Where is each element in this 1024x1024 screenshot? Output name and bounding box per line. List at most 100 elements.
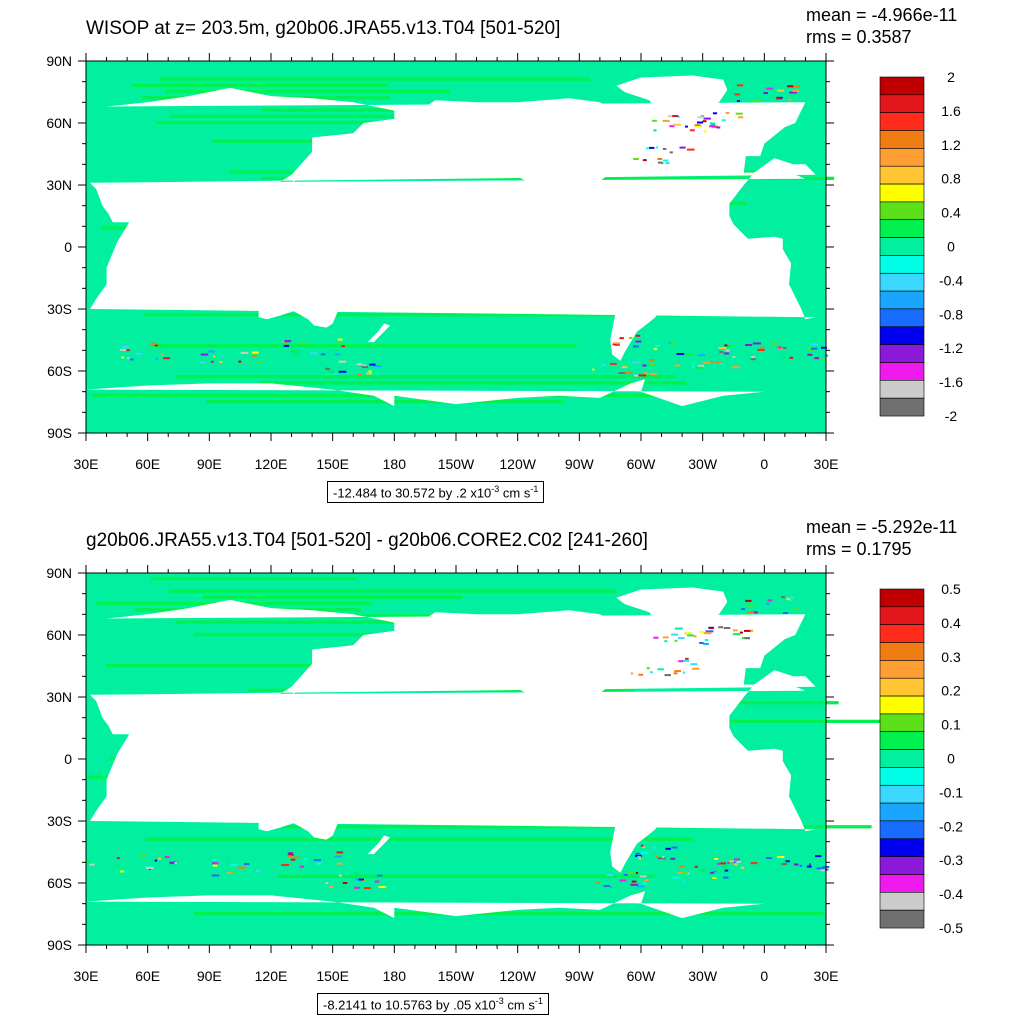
speckle bbox=[739, 631, 743, 634]
speckle bbox=[790, 598, 795, 601]
colorbar-label: 1.6 bbox=[941, 103, 961, 119]
colorbar-label: -2 bbox=[945, 408, 958, 424]
speckle bbox=[354, 886, 360, 889]
speckle bbox=[807, 348, 815, 351]
speckle bbox=[700, 115, 705, 118]
speckle bbox=[299, 865, 305, 868]
speckle bbox=[237, 866, 246, 869]
speckle bbox=[150, 342, 158, 345]
colorbar-box bbox=[879, 642, 925, 661]
speckle bbox=[635, 334, 641, 337]
speckle bbox=[747, 611, 754, 614]
colorbar-box bbox=[879, 677, 925, 697]
speckle bbox=[694, 124, 701, 127]
lon-label: 60E bbox=[135, 456, 160, 472]
colorbar-box bbox=[879, 94, 925, 113]
speckle bbox=[810, 343, 819, 346]
colorbar-label: -0.1 bbox=[939, 784, 963, 800]
speckle bbox=[732, 356, 736, 358]
speckle bbox=[673, 672, 678, 675]
speckle bbox=[336, 851, 344, 854]
speckle bbox=[635, 340, 642, 343]
colorbar-box bbox=[879, 183, 925, 203]
colorbar-box bbox=[879, 606, 925, 625]
speckle bbox=[174, 862, 178, 864]
speckle bbox=[723, 627, 731, 629]
lat-label: 90S bbox=[47, 937, 72, 953]
speckle bbox=[214, 862, 219, 865]
speckle bbox=[281, 864, 290, 866]
speckle bbox=[677, 872, 683, 874]
speckle bbox=[665, 847, 671, 850]
speckle bbox=[646, 667, 650, 670]
colorbar-label: 1.2 bbox=[941, 137, 961, 153]
speckle bbox=[638, 857, 642, 860]
speckle bbox=[794, 85, 801, 88]
colorbar-box bbox=[879, 856, 925, 875]
lat-label: 90S bbox=[47, 425, 72, 441]
south-america-land bbox=[597, 734, 693, 873]
colorbar-box bbox=[879, 379, 925, 399]
australia-land bbox=[258, 781, 339, 840]
lon-label: 150E bbox=[316, 968, 349, 984]
speckle bbox=[787, 596, 795, 599]
colorbar-box bbox=[879, 130, 925, 149]
speckle bbox=[716, 126, 721, 129]
speckle bbox=[690, 663, 698, 666]
speckle bbox=[694, 865, 698, 868]
speckle bbox=[785, 860, 790, 863]
speckle bbox=[325, 367, 331, 370]
speckle bbox=[745, 344, 753, 346]
lon-label: 30E bbox=[814, 456, 839, 472]
speckle bbox=[633, 158, 639, 160]
speckle bbox=[672, 876, 680, 879]
speckle bbox=[355, 363, 363, 366]
speckle bbox=[650, 671, 653, 674]
speckle bbox=[705, 630, 714, 633]
speckle bbox=[781, 863, 788, 866]
colorbar-box bbox=[879, 660, 925, 679]
speckle bbox=[678, 865, 685, 868]
speckle bbox=[219, 361, 223, 364]
speckle bbox=[732, 633, 741, 636]
australia-land bbox=[258, 269, 339, 328]
speckle bbox=[721, 865, 728, 868]
speckle bbox=[699, 642, 704, 644]
speckle bbox=[653, 348, 658, 350]
speckle bbox=[649, 363, 656, 365]
speckle bbox=[334, 353, 341, 356]
speckle bbox=[777, 89, 784, 92]
speckle bbox=[669, 125, 675, 128]
lon-label: 90E bbox=[197, 968, 222, 984]
colorbar-label: -0.4 bbox=[939, 886, 963, 902]
lon-label: 0 bbox=[760, 968, 768, 984]
speckle bbox=[327, 370, 334, 373]
speckle bbox=[657, 161, 663, 164]
speckle bbox=[256, 869, 261, 872]
speckle bbox=[368, 370, 372, 373]
speckle bbox=[694, 125, 702, 128]
speckle bbox=[358, 878, 364, 881]
ocean-band bbox=[151, 344, 577, 348]
lat-label: 30S bbox=[47, 813, 72, 829]
speckle bbox=[325, 882, 329, 885]
speckle bbox=[251, 351, 259, 354]
speckle bbox=[288, 854, 294, 856]
ocean-band bbox=[275, 825, 872, 829]
speckle bbox=[242, 866, 248, 869]
colorbar-box bbox=[879, 891, 925, 911]
speckle bbox=[211, 874, 220, 877]
speckle bbox=[821, 346, 827, 349]
speckle bbox=[745, 599, 752, 602]
speckle bbox=[140, 344, 146, 347]
speckle bbox=[723, 876, 729, 879]
speckle bbox=[682, 671, 686, 674]
speckle bbox=[738, 116, 744, 119]
panel-title: WISOP at z= 203.5m, g20b06.JRA55.v13.T04… bbox=[86, 18, 561, 39]
speckle bbox=[213, 355, 216, 358]
speckle bbox=[703, 642, 709, 645]
extreme-speckles bbox=[119, 84, 829, 377]
speckle bbox=[702, 120, 707, 123]
colorbar-box bbox=[879, 713, 925, 733]
